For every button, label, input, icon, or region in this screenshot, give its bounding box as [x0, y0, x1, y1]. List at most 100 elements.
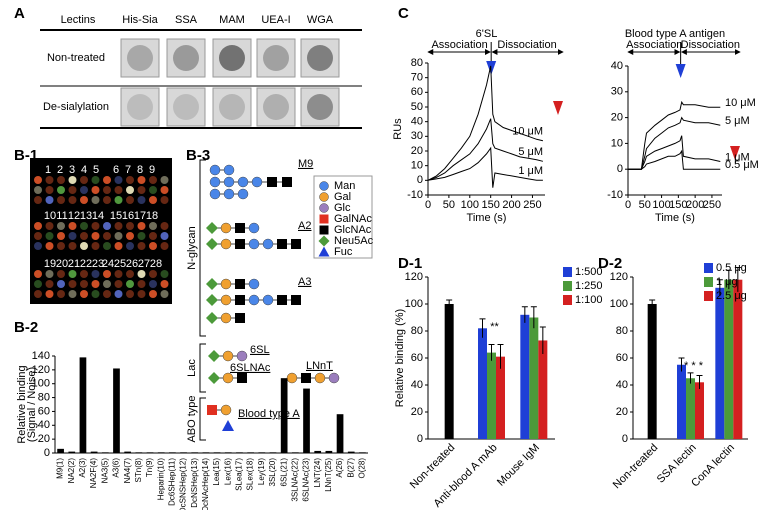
spot-number: 18 — [146, 210, 158, 222]
error-bar — [696, 375, 703, 390]
glycan-residue — [328, 372, 340, 384]
y-tick-label: 60 — [411, 352, 423, 364]
glycan-residue — [319, 225, 329, 235]
glycan-residue — [209, 176, 221, 188]
panel-label: D-2 — [598, 255, 622, 272]
array-spot — [137, 222, 146, 230]
series-label: 0.5 μM — [725, 159, 759, 171]
bar — [101, 452, 109, 453]
array-spot — [34, 232, 42, 240]
array-spot — [45, 280, 54, 288]
blot-spot — [219, 94, 245, 120]
glycan-residue — [209, 164, 221, 176]
array-spot — [137, 232, 146, 240]
x-tick-label: Ley(19) — [257, 458, 266, 485]
array-spot — [126, 176, 134, 184]
legend-swatch — [704, 291, 713, 301]
glycan-residue — [220, 222, 232, 234]
array-spot — [68, 186, 77, 194]
bar — [291, 452, 299, 453]
error-bar — [497, 344, 504, 369]
injection-marker — [675, 64, 686, 78]
y-tick-label: 20 — [411, 145, 423, 157]
glycan-residue — [291, 239, 301, 249]
series-line — [427, 118, 544, 181]
x-tick-label: Mouse IgM — [495, 442, 542, 489]
array-spot — [160, 242, 169, 250]
y-tick-label: 0 — [417, 174, 423, 186]
array-spot — [57, 196, 65, 204]
y-tick-label: 30 — [611, 86, 623, 98]
x-tick-label: SLea(17) — [235, 458, 244, 491]
bar — [146, 452, 154, 453]
array-spot — [68, 222, 77, 230]
error-bar — [539, 326, 546, 354]
array-spot — [114, 280, 123, 288]
spot-number: 28 — [150, 258, 162, 270]
phase-label: Dissociation — [681, 39, 740, 51]
bar — [487, 352, 496, 439]
array-spot — [80, 270, 88, 278]
series-line — [628, 100, 721, 170]
series-label: 5 μM — [518, 146, 543, 158]
blot-column: MAM — [219, 14, 245, 26]
spot-number: 15 — [110, 210, 122, 222]
array-spot — [126, 280, 134, 288]
array-spot — [126, 232, 134, 240]
array-spot — [68, 176, 77, 184]
glycan-legend-label: GalNAc — [334, 213, 372, 225]
spot-number: 14 — [92, 210, 104, 222]
y-tick-label: 80 — [411, 57, 423, 69]
array-spot — [68, 242, 77, 250]
x-tick-label: B(27) — [346, 458, 355, 478]
x-tick-label: Tn(9) — [145, 458, 154, 477]
array-spot — [149, 280, 157, 288]
array-spot — [91, 196, 100, 204]
array-spot — [126, 222, 134, 230]
group-bracket — [199, 397, 206, 441]
spot-number: 21 — [68, 258, 80, 270]
group-label: Lac — [186, 359, 198, 377]
glycan-legend-label: Fuc — [334, 246, 353, 258]
x-tick-label: Lea(15) — [212, 458, 221, 486]
x-tick-label: DcNSHep(13) — [190, 458, 199, 508]
y-tick-label: 140 — [32, 350, 50, 362]
spot-number: 7 — [125, 164, 131, 176]
array-spot — [160, 270, 169, 278]
spot-number: 13 — [80, 210, 92, 222]
x-tick-label: M9(1) — [56, 458, 65, 479]
group-label: ABO type — [186, 395, 198, 442]
array-image — [30, 158, 172, 304]
glycan-residue — [222, 350, 234, 362]
glycan-residue — [248, 294, 260, 306]
array-spot — [126, 196, 134, 204]
glycan-residue — [209, 188, 221, 200]
glycan-residue — [223, 164, 235, 176]
bar — [496, 356, 505, 439]
array-spot — [137, 196, 146, 204]
series-label: 1 μM — [518, 165, 543, 177]
x-tick-label: 3SLNAc(22) — [290, 458, 299, 502]
panel-label: B-1 — [14, 147, 38, 164]
array-spot — [103, 196, 111, 204]
bar — [191, 452, 199, 453]
bar — [157, 452, 165, 453]
array-spot — [91, 232, 100, 240]
array-spot — [34, 196, 42, 204]
array-spot — [34, 242, 42, 250]
glycan-residue — [236, 350, 248, 362]
bar — [303, 388, 310, 453]
bar — [647, 304, 657, 439]
y-tick-label: 100 — [32, 378, 50, 390]
x-tick-label: SLex(18) — [246, 458, 255, 491]
array-spot — [45, 270, 54, 278]
array-spot — [45, 176, 54, 184]
series-line — [427, 146, 543, 188]
bar — [314, 450, 322, 453]
spot-number: 8 — [137, 164, 143, 176]
x-tick-label: Heparin(10) — [156, 458, 165, 501]
bar — [247, 452, 254, 453]
array-spot — [80, 242, 88, 250]
x-tick-label: NA3(5) — [100, 458, 109, 484]
